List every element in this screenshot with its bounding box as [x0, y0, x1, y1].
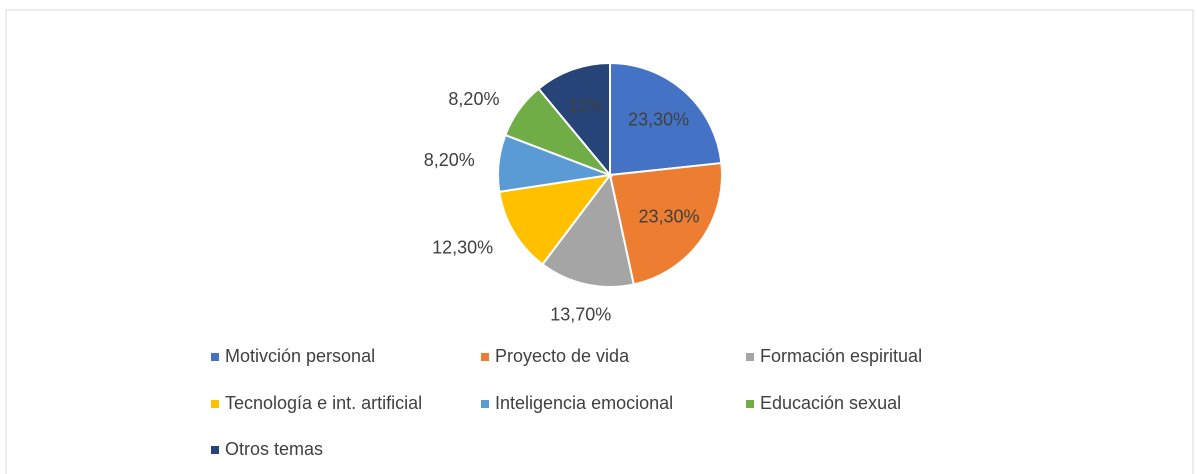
legend-label: Tecnología e int. artificial	[225, 393, 422, 413]
data-label: 13,70%	[550, 304, 611, 324]
data-label: 11%	[568, 95, 603, 115]
legend-marker	[746, 400, 754, 408]
legend-marker	[211, 400, 219, 408]
legend-label: Motivción personal	[225, 346, 375, 366]
legend-label: Proyecto de vida	[495, 346, 630, 366]
pie-slice	[498, 173, 613, 266]
data-label: 23,30%	[628, 110, 689, 130]
legend-marker	[211, 446, 219, 454]
legend-label: Educación sexual	[760, 393, 901, 413]
data-label: 8,20%	[424, 150, 475, 170]
data-label: 12,30%	[432, 237, 493, 257]
data-label: 23,30%	[638, 206, 699, 226]
pie-slice	[537, 61, 611, 178]
legend-label: Inteligencia emocional	[495, 393, 673, 413]
pie-slice	[541, 172, 635, 288]
legend-label: Otros temas	[225, 439, 323, 459]
legend-marker	[746, 353, 754, 361]
legend-marker	[481, 400, 489, 408]
data-label: 8,20%	[448, 89, 499, 109]
legend-marker	[481, 353, 489, 361]
pie-slice	[608, 161, 723, 286]
pie-slice	[609, 61, 723, 177]
legend-label: Formación espiritual	[760, 346, 922, 366]
legend-marker	[211, 353, 219, 361]
